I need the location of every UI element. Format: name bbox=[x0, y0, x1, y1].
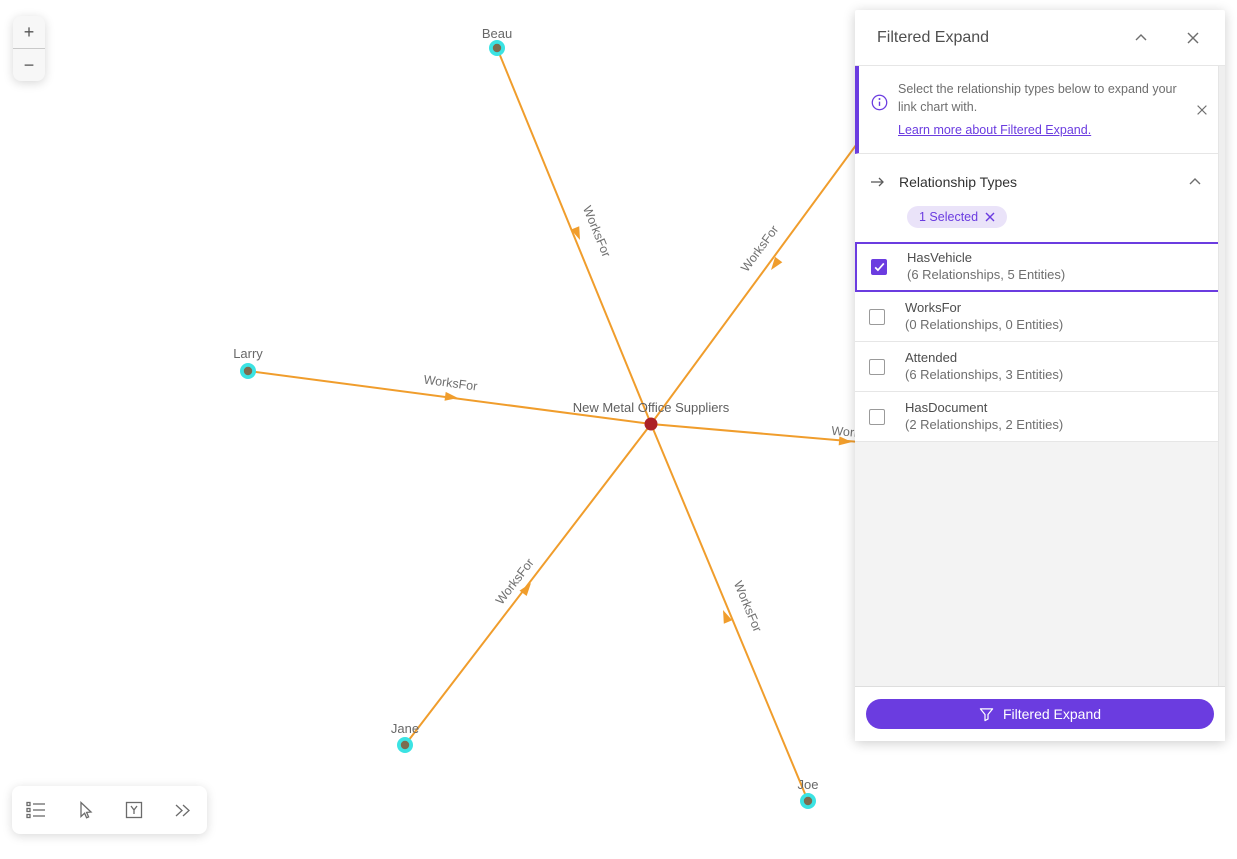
node-center-company[interactable]: New Metal Office Suppliers bbox=[573, 400, 730, 431]
edges: WorksFor WorksFor WorksFor WorksFor Work… bbox=[247, 47, 941, 802]
relationship-name: HasVehicle bbox=[907, 250, 973, 266]
relationship-row-worksfor[interactable]: WorksFor (0 Relationships, 0 Entities) bbox=[855, 292, 1225, 343]
info-icon-wrap bbox=[871, 80, 888, 139]
chevron-up-icon bbox=[1135, 33, 1147, 40]
arrowhead bbox=[723, 610, 733, 624]
arrowhead bbox=[771, 256, 783, 270]
learn-more-link[interactable]: Learn more about Filtered Expand. bbox=[898, 123, 1092, 138]
dismiss-info-button[interactable] bbox=[1191, 99, 1213, 121]
selected-count-badge[interactable]: 1 Selected bbox=[907, 206, 1008, 229]
checkbox-hasdocument[interactable] bbox=[869, 408, 885, 425]
edge-label: WorksFor bbox=[580, 204, 613, 259]
arrowhead bbox=[519, 583, 531, 597]
selected-count-label: 1 Selected bbox=[919, 210, 979, 225]
box-select-icon bbox=[125, 801, 143, 819]
relationship-details: (6 Relationships, 3 Entities) bbox=[905, 366, 1064, 382]
double-chevron-right-icon bbox=[175, 804, 191, 817]
collapse-panel-button[interactable] bbox=[1129, 26, 1153, 50]
node-larry[interactable]: Larry bbox=[233, 346, 263, 379]
legend-list-button[interactable] bbox=[12, 786, 61, 834]
close-icon bbox=[1187, 32, 1199, 43]
pointer-tool-button[interactable] bbox=[61, 786, 110, 834]
info-body: Select the relationship types below to e… bbox=[898, 80, 1181, 139]
relationship-name: Attended bbox=[905, 349, 958, 365]
relationship-types-header: Relationship Types bbox=[869, 170, 1207, 194]
legend-list-icon bbox=[26, 801, 46, 819]
close-icon bbox=[1197, 104, 1207, 115]
node-joe[interactable]: Joe bbox=[798, 777, 819, 809]
filtered-expand-button[interactable]: Filtered Expand bbox=[866, 699, 1214, 729]
filter-funnel-icon bbox=[979, 707, 994, 721]
box-select-button[interactable] bbox=[110, 786, 159, 834]
info-banner: Select the relationship types below to e… bbox=[855, 66, 1225, 155]
bottom-toolbar bbox=[12, 786, 207, 834]
info-message: Select the relationship types below to e… bbox=[898, 82, 1177, 115]
zoom-in-button[interactable]: + bbox=[13, 16, 45, 48]
expand-toolbar-button[interactable] bbox=[158, 786, 207, 834]
close-panel-button[interactable] bbox=[1181, 26, 1205, 50]
node-label-jane: Jane bbox=[391, 721, 419, 736]
checkbox-worksfor[interactable] bbox=[869, 308, 885, 325]
panel-scrollbar[interactable] bbox=[1218, 66, 1225, 686]
clear-selection-icon[interactable] bbox=[985, 212, 995, 222]
edge-jane-worksfor[interactable] bbox=[404, 423, 652, 746]
node-beau[interactable]: Beau bbox=[482, 26, 512, 56]
relationship-types-section: Relationship Types 1 Selected bbox=[855, 154, 1225, 242]
relationship-type-list: HasVehicle (6 Relationships, 5 Entities)… bbox=[855, 242, 1225, 443]
zoom-out-button[interactable]: − bbox=[13, 49, 45, 81]
node-label-larry: Larry bbox=[233, 346, 263, 361]
panel-empty-area bbox=[855, 442, 1225, 686]
relationship-details: (0 Relationships, 0 Entities) bbox=[905, 316, 1064, 332]
edge-beau-worksfor[interactable] bbox=[496, 47, 652, 425]
relationship-row-attended[interactable]: Attended (6 Relationships, 3 Entities) bbox=[855, 342, 1225, 393]
divider bbox=[13, 48, 45, 49]
relationship-row-hasdocument[interactable]: HasDocument (2 Relationships, 2 Entities… bbox=[855, 392, 1225, 443]
arrowhead bbox=[444, 391, 458, 401]
node-label-company: New Metal Office Suppliers bbox=[573, 400, 730, 415]
arrowhead bbox=[570, 226, 580, 240]
node-label-joe: Joe bbox=[798, 777, 819, 792]
edge-joe-worksfor[interactable] bbox=[650, 423, 809, 802]
relationship-details: (6 Relationships, 5 Entities) bbox=[907, 267, 1066, 283]
filtered-expand-button-label: Filtered Expand bbox=[1002, 706, 1102, 722]
edge-label: WorksFor bbox=[423, 373, 478, 394]
filtered-expand-panel: Filtered Expand Select bbox=[855, 10, 1225, 741]
section-title: Relationship Types bbox=[899, 174, 1018, 191]
checkbox-attended[interactable] bbox=[869, 358, 885, 375]
relationship-arrow-icon bbox=[871, 177, 884, 187]
relationship-row-hasvehicle[interactable]: HasVehicle (6 Relationships, 5 Entities) bbox=[855, 242, 1225, 293]
chevron-up-icon bbox=[1189, 178, 1201, 185]
panel-header: Filtered Expand bbox=[855, 10, 1225, 66]
info-icon bbox=[871, 94, 888, 111]
relationship-details: (2 Relationships, 2 Entities) bbox=[905, 416, 1064, 432]
node-label-beau: Beau bbox=[482, 26, 512, 41]
collapse-section-button[interactable] bbox=[1183, 170, 1207, 194]
panel-footer: Filtered Expand bbox=[855, 686, 1225, 741]
relationship-name: HasDocument bbox=[905, 399, 988, 415]
pointer-icon bbox=[80, 801, 93, 819]
zoom-control: + − bbox=[13, 16, 45, 81]
relationship-name: WorksFor bbox=[905, 299, 962, 315]
checkbox-hasvehicle[interactable] bbox=[871, 259, 887, 276]
checkmark-icon bbox=[874, 263, 884, 272]
node-jane[interactable]: Jane bbox=[391, 721, 419, 753]
panel-title: Filtered Expand bbox=[877, 28, 990, 46]
arrowhead bbox=[838, 436, 852, 446]
